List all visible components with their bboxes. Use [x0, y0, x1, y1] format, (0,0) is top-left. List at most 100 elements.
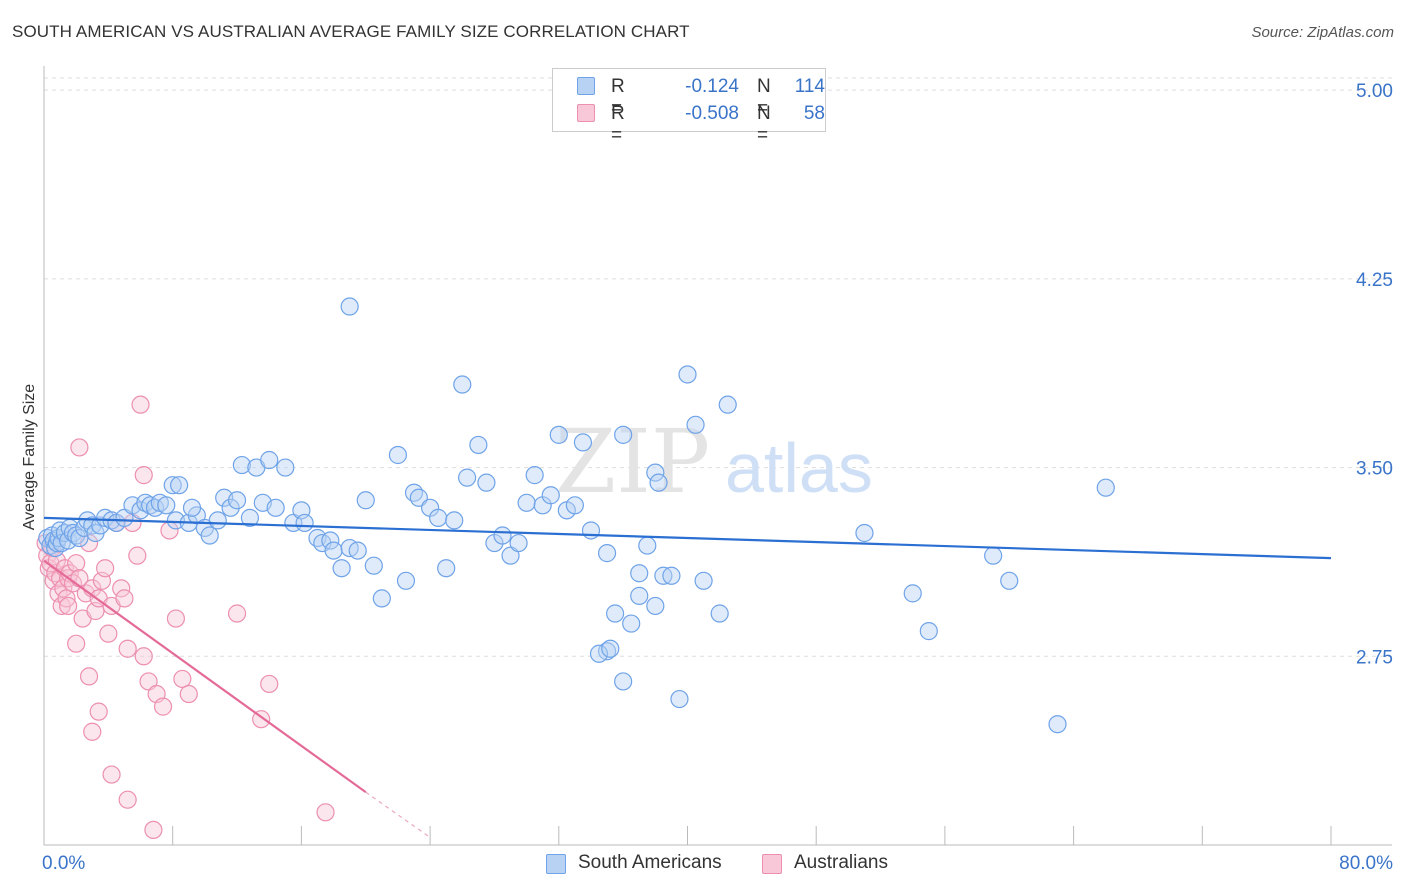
south-american-point — [509, 533, 528, 553]
y-axis-label: Average Family Size — [21, 383, 38, 531]
south-american-point — [182, 498, 202, 517]
south-american-point — [266, 498, 285, 517]
south-american-point — [221, 498, 240, 517]
y-tick-label: 5.00 — [1356, 81, 1393, 102]
legend-r-label: R = — [611, 103, 625, 146]
australian-point — [67, 554, 86, 573]
south-american-point — [404, 483, 424, 502]
south-american-point — [240, 508, 260, 527]
australian-point — [115, 589, 134, 608]
australian-point — [70, 438, 89, 457]
south-american-point — [541, 486, 560, 505]
australian-point — [57, 589, 76, 608]
south-american-point — [573, 433, 593, 452]
legend-n-value: 58 — [803, 103, 825, 124]
south-american-point — [614, 425, 633, 444]
australian-point — [260, 674, 279, 694]
legend-n-value: 114 — [794, 76, 825, 97]
legend-swatch-pink — [577, 104, 595, 122]
series-label: Australians — [794, 852, 888, 873]
australian-point — [118, 639, 137, 658]
australian-point — [99, 624, 118, 643]
south-american-point — [984, 546, 1003, 565]
south-american-point — [589, 644, 609, 663]
x-tick-label-min: 0.0% — [42, 853, 85, 874]
australian-point — [227, 604, 247, 623]
south-american-point — [321, 531, 340, 550]
south-american-point — [606, 604, 625, 623]
south-american-point — [445, 511, 464, 530]
south-american-point — [601, 639, 620, 658]
south-american-point — [630, 564, 649, 583]
south-american-point — [356, 491, 375, 510]
legend-r-label: R = — [611, 76, 625, 119]
south-american-point — [208, 511, 227, 530]
south-american-point — [649, 473, 668, 492]
south-american-point — [324, 541, 343, 560]
australian-point — [316, 803, 335, 822]
y-tick-label: 3.50 — [1356, 459, 1393, 480]
south-american-point — [396, 571, 416, 590]
australian-point — [112, 579, 131, 598]
south-american-point — [638, 536, 657, 555]
south-american-point — [1000, 571, 1019, 590]
south-american-point — [163, 476, 182, 495]
south-american-point — [295, 513, 314, 533]
y-tick-label: 4.25 — [1356, 270, 1393, 291]
south-american-point — [646, 463, 665, 482]
south-american-point — [477, 473, 496, 492]
australian-point — [118, 790, 137, 809]
south-american-point — [157, 496, 176, 515]
australian-point — [83, 722, 102, 741]
south-american-point — [70, 528, 89, 548]
australian-point — [79, 667, 99, 686]
south-american-point — [145, 498, 165, 517]
series-label: South Americans — [578, 852, 722, 873]
south-american-point — [372, 589, 391, 608]
south-american-point — [903, 584, 922, 603]
south-american-point — [469, 435, 488, 455]
south-american-point — [1048, 715, 1067, 734]
y-tick-label: 2.75 — [1356, 647, 1393, 668]
south-american-point — [565, 496, 584, 515]
australian-point — [54, 579, 73, 598]
south-american-point — [200, 526, 219, 545]
australian-point — [67, 634, 86, 653]
south-american-point — [348, 541, 367, 560]
south-american-point — [517, 493, 536, 512]
south-american-point — [170, 476, 189, 495]
south-american-point — [678, 365, 697, 384]
south-american-point — [340, 297, 359, 316]
australian-point — [134, 466, 153, 485]
grid-lines — [44, 77, 1392, 657]
legend-n-label: N = — [757, 103, 771, 146]
legend-r-value: -0.124 — [685, 76, 739, 97]
y-tick-labels: 5.00 4.25 3.50 2.75 — [1356, 81, 1393, 668]
australian-point — [102, 765, 121, 784]
south-american-point — [232, 455, 251, 475]
trend-line-south-americans — [43, 516, 1332, 560]
trend-line-australians — [43, 559, 367, 794]
trend-lines — [43, 516, 1332, 838]
south-american-point — [525, 466, 544, 485]
south-american-point — [670, 689, 689, 709]
south-american-point — [364, 556, 383, 575]
australian-point — [134, 647, 153, 666]
australian-point — [131, 395, 150, 414]
australian-point — [89, 702, 108, 721]
south-american-point — [453, 375, 472, 394]
south-american-point — [646, 596, 665, 616]
australian-point — [173, 669, 192, 689]
south-american-point — [437, 559, 456, 578]
south-american-point — [458, 468, 477, 487]
south-americans-points — [38, 297, 1115, 734]
south-american-point — [549, 425, 568, 444]
australian-point — [179, 684, 198, 704]
australians-points — [36, 395, 335, 840]
series-swatch-blue — [546, 854, 566, 874]
south-american-point — [614, 672, 633, 691]
australian-point — [59, 596, 78, 616]
legend-swatch-blue — [577, 77, 595, 95]
south-american-point — [409, 488, 428, 507]
